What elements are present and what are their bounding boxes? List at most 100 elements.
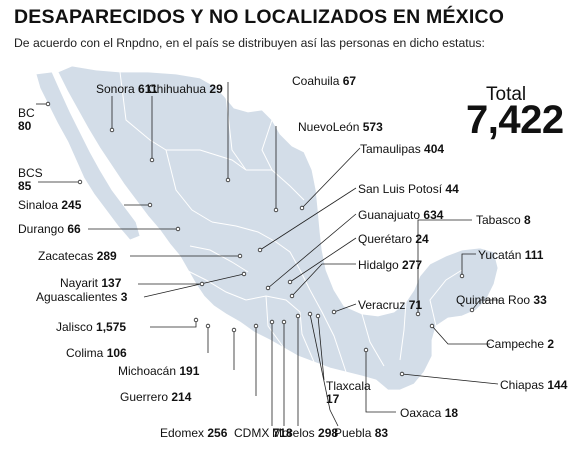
state-value: 573: [362, 120, 383, 134]
state-name: Guerrero: [120, 390, 169, 404]
state-name: San Luis Potosí: [358, 182, 443, 196]
leader-queretaro: [289, 237, 357, 283]
state-name: Oaxaca: [400, 406, 442, 420]
state-label-slp: San Luis Potosí 44: [358, 182, 459, 196]
state-name: Jalisco: [56, 320, 93, 334]
state-label-tamaulipas: Tamaulipas 404: [360, 142, 444, 156]
state-name: Guanajuato: [358, 208, 421, 222]
leader-yucatan: [461, 253, 476, 276]
state-label-guanajuato: Guanajuato 634: [358, 208, 443, 222]
state-name: NuevoLeón: [298, 120, 360, 134]
state-name: Sonora: [96, 82, 135, 96]
state-value: 277: [402, 258, 423, 272]
state-label-puebla: Puebla 83: [334, 426, 388, 440]
baja-peninsula: [35, 71, 141, 241]
state-value: 611: [138, 82, 158, 96]
total-value: 7,422: [466, 98, 564, 142]
leader-veracruz: [333, 303, 357, 313]
state-value: 24: [415, 232, 429, 246]
state-label-bcs: BCS 85: [18, 167, 43, 193]
state-value: 106: [106, 346, 127, 360]
state-label-sinaloa: Sinaloa 245: [18, 198, 81, 212]
state-name: Quintana Roo: [456, 293, 531, 307]
state-label-oaxaca: Oaxaca 18: [400, 406, 458, 420]
state-name: Yucatán: [478, 248, 522, 262]
state-value: 29: [209, 82, 223, 96]
state-label-aguascalientes: Aguascalientes 3: [36, 290, 127, 304]
state-value: 634: [423, 208, 444, 222]
state-value: 80: [18, 119, 32, 133]
state-label-quintanaroo: Quintana Roo 33: [456, 293, 547, 307]
state-value: 256: [207, 426, 228, 440]
state-label-tabasco: Tabasco 8: [476, 213, 531, 227]
map-land: [35, 65, 499, 391]
state-label-zacatecas: Zacatecas 289: [38, 249, 117, 263]
state-name: Veracruz: [358, 298, 406, 312]
state-label-edomex: Edomex 256: [160, 426, 227, 440]
state-value: 66: [67, 222, 81, 236]
total-label: Total: [486, 84, 527, 105]
state-label-michoacan: Michoacán 191: [118, 364, 199, 378]
state-name: BCS: [18, 166, 43, 180]
state-name: Tlaxcala: [326, 379, 371, 393]
state-value: 144: [547, 378, 568, 392]
state-name: Michoacán: [118, 364, 177, 378]
state-value: 404: [424, 142, 445, 156]
leader-chiapas: [401, 373, 499, 385]
state-name: CDMX: [234, 426, 270, 440]
state-value: 18: [444, 406, 459, 420]
state-name: Morelos: [272, 426, 315, 440]
state-name: Colima: [66, 346, 104, 360]
state-label-campeche: Campeche 2: [486, 337, 554, 351]
leader-puebla: [309, 313, 339, 427]
state-borders: [119, 71, 463, 373]
state-name: Zacatecas: [38, 249, 94, 263]
page-title: DESAPARECIDOS Y NO LOCALIZADOS EN MÉXICO: [14, 6, 505, 28]
state-label-sonora: Sonora 611: [96, 82, 157, 96]
leader-lines: [36, 82, 500, 427]
state-label-bc: BC 80: [18, 107, 35, 133]
state-label-yucatan: Yucatán 111: [478, 248, 543, 262]
state-label-jalisco: Jalisco 1,575: [56, 320, 126, 334]
state-name: Durango: [18, 222, 65, 236]
page-subtitle: De acuerdo con el Rnpdno, en el país se …: [14, 36, 485, 50]
state-label-morelos: Morelos 298: [272, 426, 338, 440]
state-name: Tamaulipas: [360, 142, 421, 156]
leader-dots: [45, 101, 475, 377]
leader-oaxaca: [365, 350, 396, 413]
leader-quintanaroo: [471, 299, 500, 311]
state-label-tlaxcala: Tlaxcala 17: [326, 380, 371, 406]
state-label-coahuila: Coahuila 67: [292, 74, 356, 88]
state-name: Querétaro: [358, 232, 413, 246]
state-value: 67: [342, 74, 357, 88]
state-name: Nayarit: [60, 276, 99, 290]
leader-guanajuato: [267, 213, 357, 289]
state-name: Campeche: [486, 337, 545, 351]
state-label-colima: Colima 106: [66, 346, 127, 360]
leader-tlaxcala: [317, 315, 325, 381]
state-value: 111: [524, 248, 544, 262]
state-label-guerrero: Guerrero 214: [120, 390, 191, 404]
state-value: 33: [533, 293, 547, 307]
state-value: 298: [318, 426, 339, 440]
state-label-durango: Durango 66: [18, 222, 81, 236]
state-value: 1,575: [96, 320, 127, 334]
state-label-chihuahua: Chihuahua 29: [148, 82, 223, 96]
state-name: Sinaloa: [18, 198, 59, 212]
state-value: 191: [179, 364, 200, 378]
state-label-queretaro: Querétaro 24: [358, 232, 429, 246]
state-value: 718: [272, 426, 293, 440]
state-name: Aguascalientes: [36, 290, 118, 304]
state-value: 17: [326, 392, 340, 406]
state-value: 137: [101, 276, 122, 290]
state-label-veracruz: Veracruz 71: [358, 298, 422, 312]
leader-aguascalientes: [143, 273, 245, 298]
state-value: 83: [374, 426, 389, 440]
leader-tamaulipas: [301, 147, 361, 209]
leader-campeche: [431, 325, 490, 345]
state-value: 71: [408, 298, 423, 312]
leader-jalisco: [150, 320, 197, 328]
leader-tabasco: [417, 219, 472, 314]
